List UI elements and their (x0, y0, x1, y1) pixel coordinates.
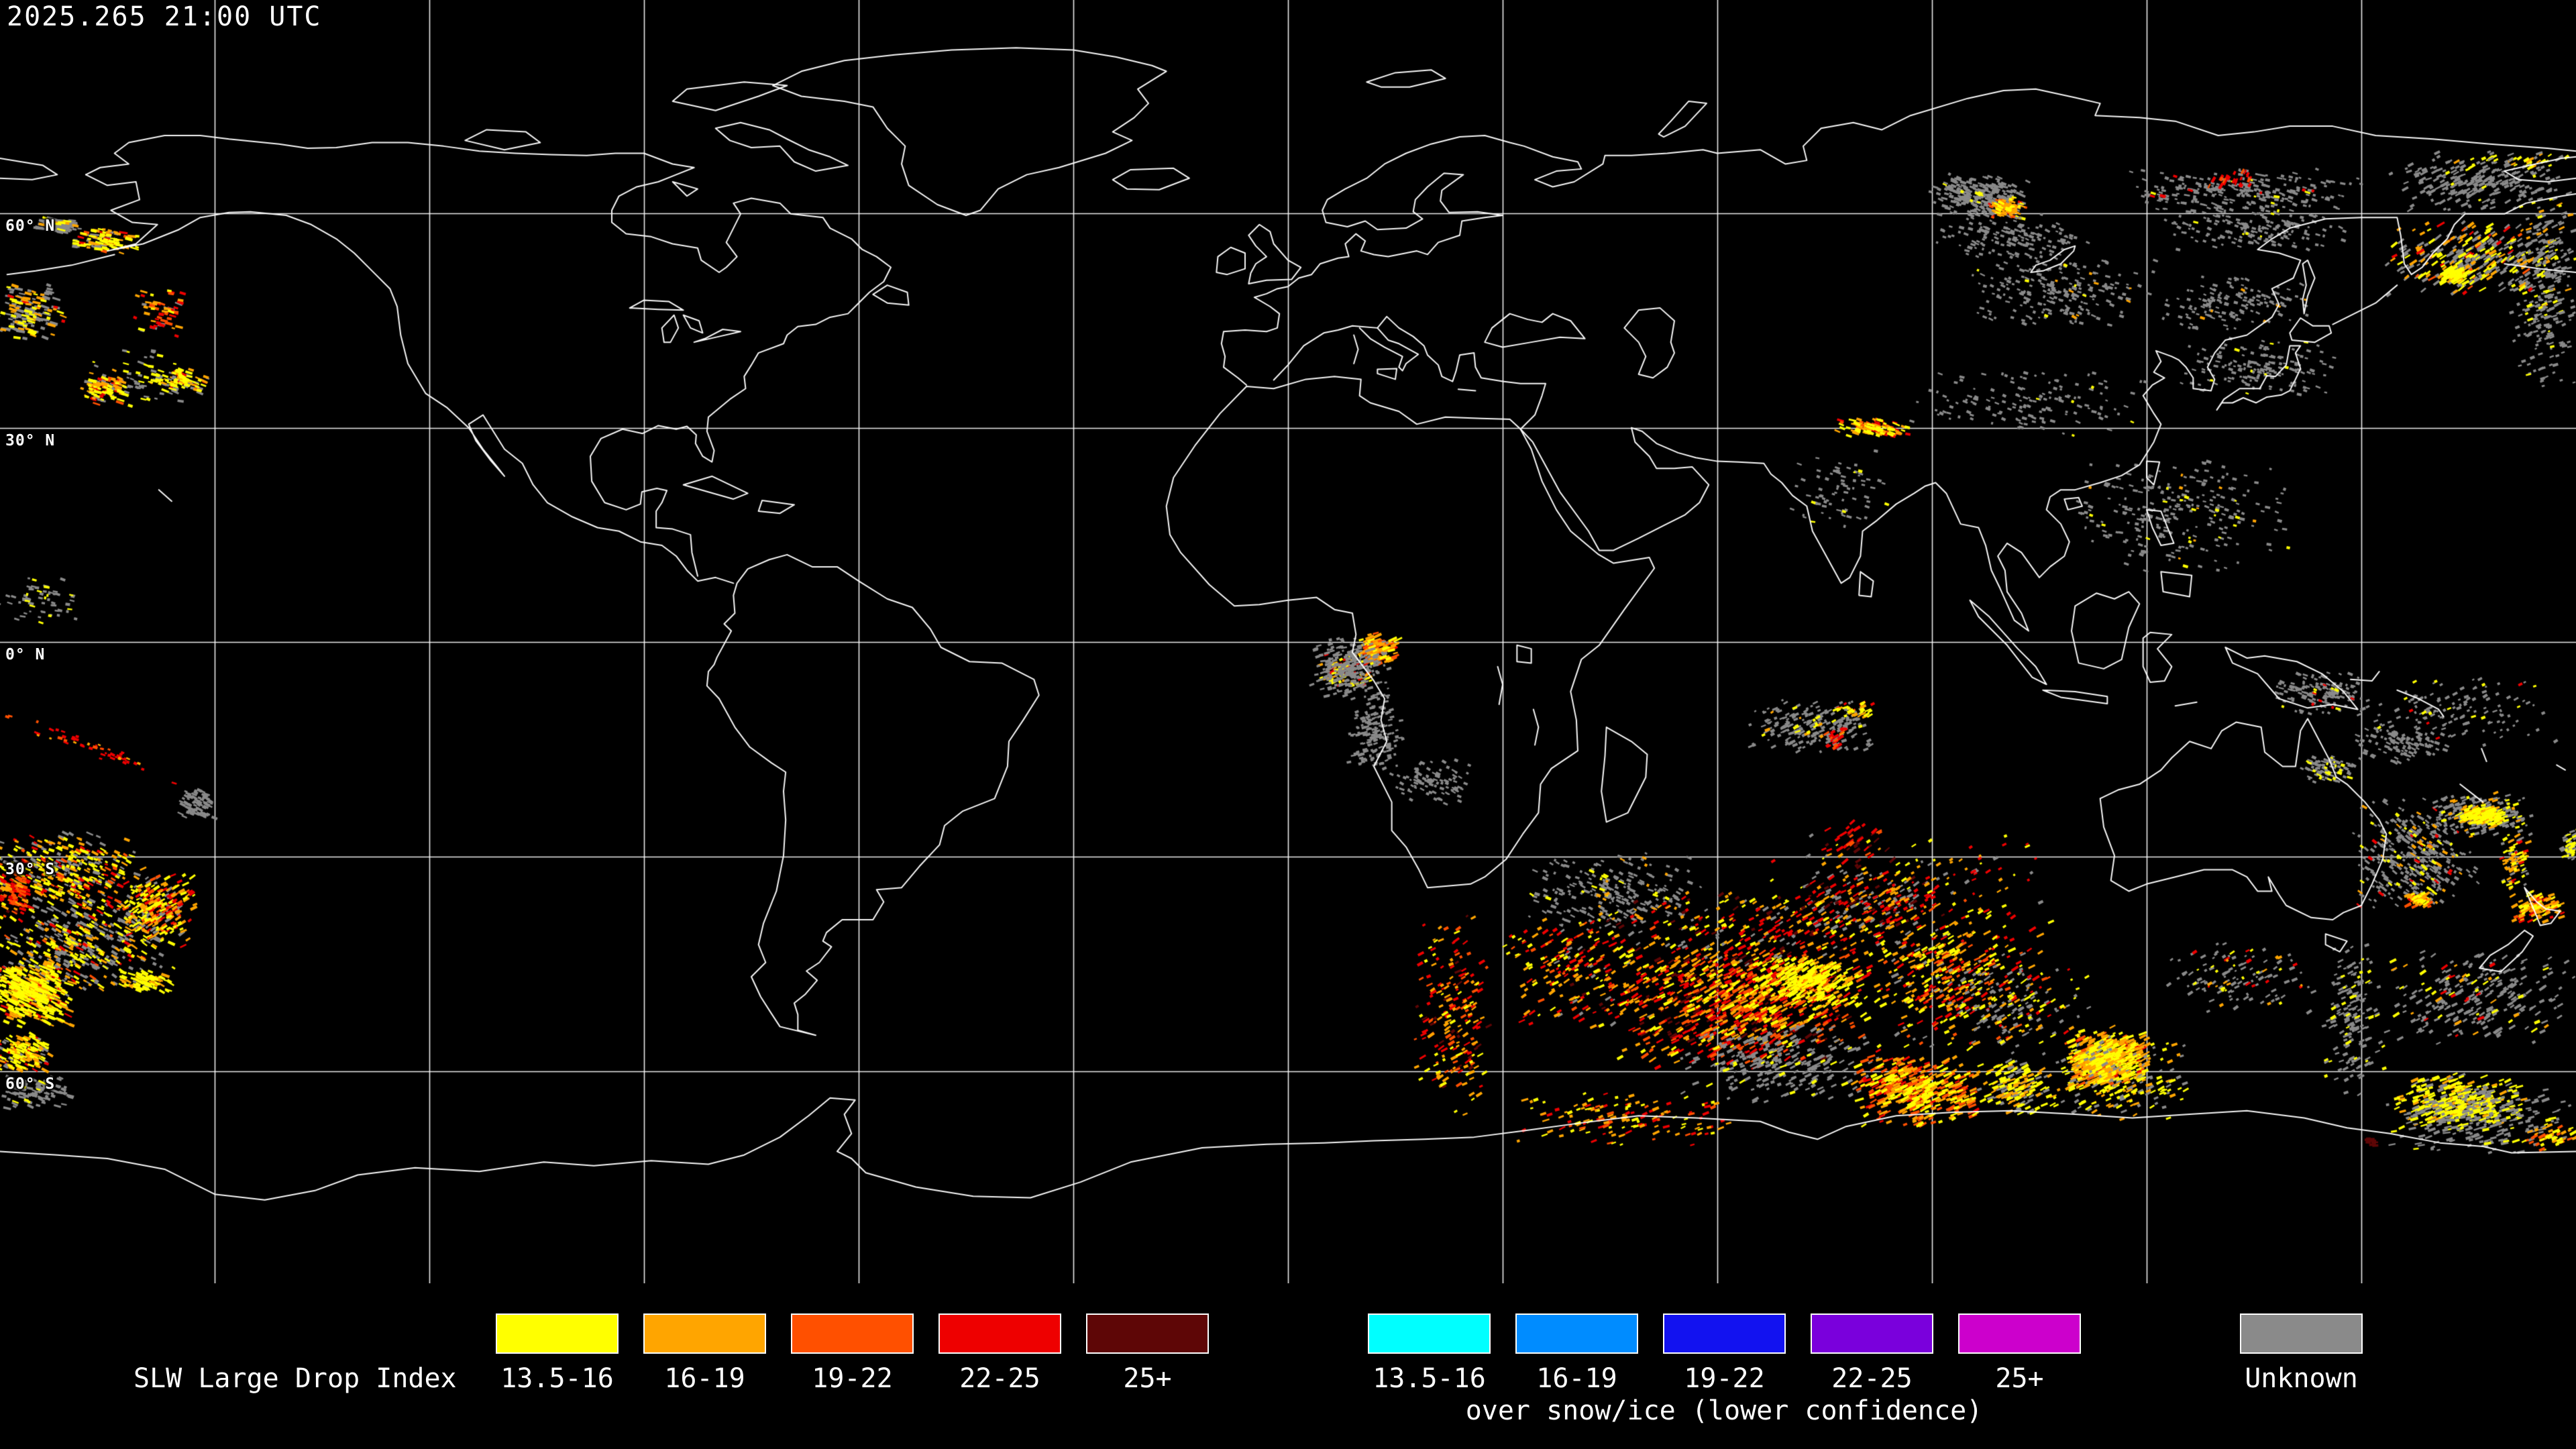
legend-swatch-snow-ice-13.5-16 (1368, 1313, 1491, 1354)
legend-swatch-standard-16-19 (643, 1313, 766, 1354)
legend-label-snow-ice: 16-19 (1536, 1363, 1617, 1394)
legend-swatch-snow-ice-16-19 (1515, 1313, 1638, 1354)
legend-swatch-snow-ice-25+ (1958, 1313, 2081, 1354)
legend-label-snow-ice: 22-25 (1831, 1363, 1913, 1394)
legend-label-standard: 25+ (1123, 1363, 1172, 1394)
legend-swatch-snow-ice-22-25 (1811, 1313, 1933, 1354)
legend-swatch-standard-19-22 (791, 1313, 914, 1354)
latitude-label: 0° N (5, 646, 46, 663)
legend-snow-ice-caption: over snow/ice (lower confidence) (1465, 1395, 1983, 1426)
legend-label-snow-ice: 25+ (1995, 1363, 2044, 1394)
latitude-label: 30° S (5, 861, 56, 878)
legend-unknown-label: Unknown (2245, 1363, 2358, 1394)
legend-title: SLW Large Drop Index (133, 1363, 457, 1394)
world-map-canvas (0, 0, 2576, 1283)
legend-label-standard: 13.5-16 (500, 1363, 614, 1394)
legend-swatch-snow-ice-19-22 (1663, 1313, 1786, 1354)
legend-label-standard: 22-25 (959, 1363, 1040, 1394)
latitude-label: 30° N (5, 432, 56, 449)
legend-label-standard: 19-22 (812, 1363, 893, 1394)
legend-swatch-standard-22-25 (938, 1313, 1061, 1354)
timestamp: 2025.265 21:00 UTC (7, 1, 322, 32)
legend-swatch-unknown (2240, 1313, 2363, 1354)
legend-label-standard: 16-19 (664, 1363, 745, 1394)
legend-label-snow-ice: 19-22 (1684, 1363, 1765, 1394)
latitude-label: 60° S (5, 1075, 56, 1093)
legend-swatch-standard-25+ (1086, 1313, 1209, 1354)
legend-swatch-standard-13.5-16 (496, 1313, 619, 1354)
latitude-label: 60° N (5, 217, 56, 235)
legend-label-snow-ice: 13.5-16 (1373, 1363, 1486, 1394)
